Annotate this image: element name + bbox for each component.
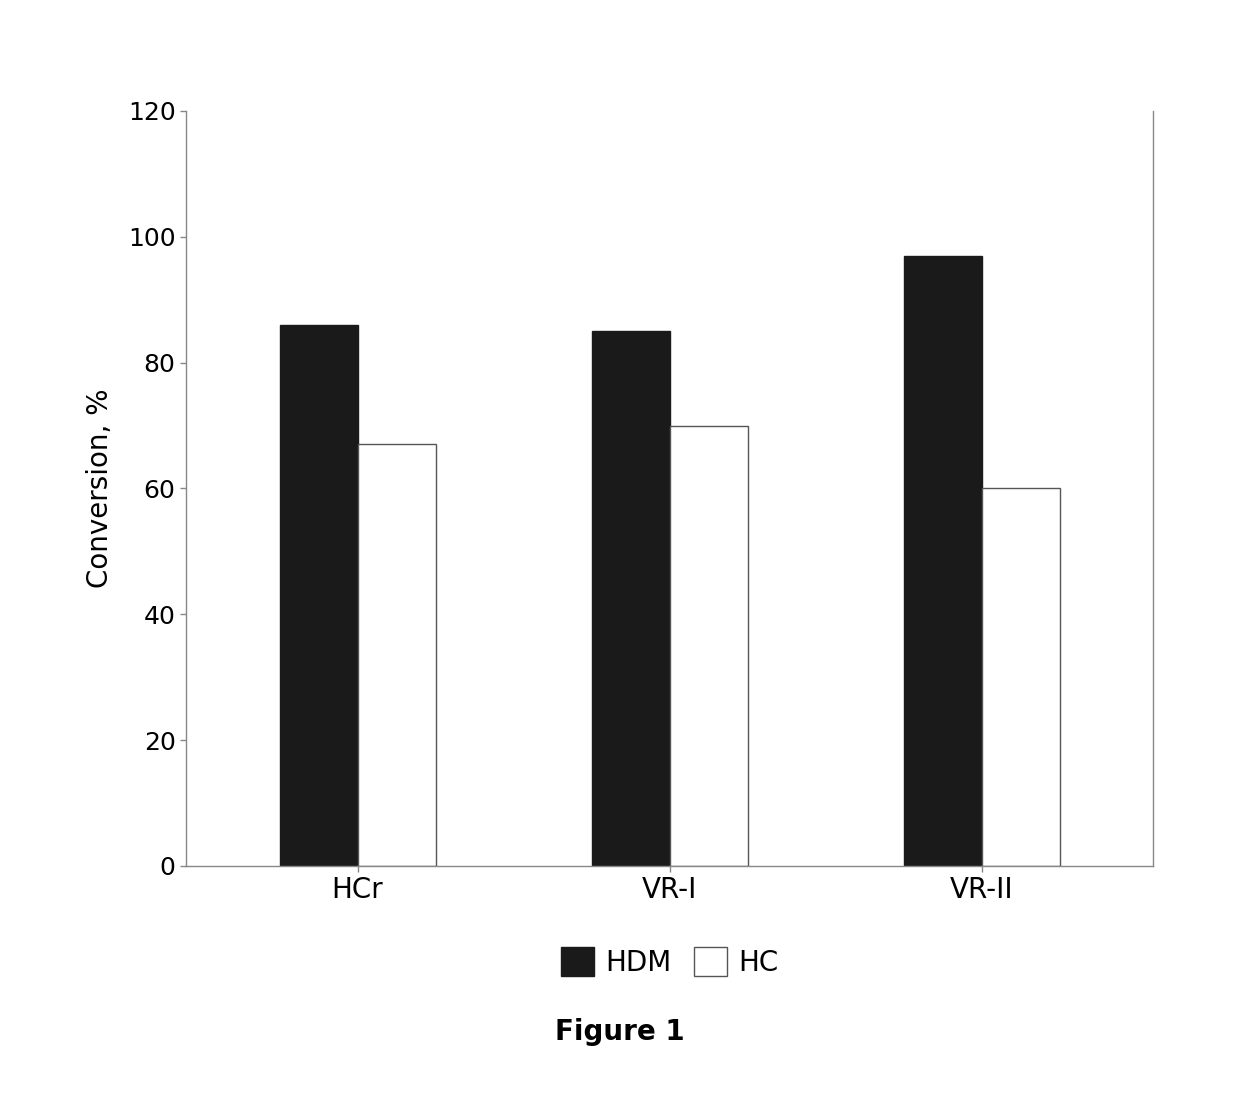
Text: Figure 1: Figure 1 bbox=[556, 1018, 684, 1047]
Bar bbox=[357, 444, 435, 866]
Bar bbox=[591, 331, 670, 866]
Bar bbox=[904, 255, 982, 866]
Bar bbox=[279, 325, 357, 866]
Legend: HDM, HC: HDM, HC bbox=[549, 936, 790, 988]
Bar bbox=[982, 488, 1060, 866]
Y-axis label: Conversion, %: Conversion, % bbox=[86, 388, 114, 588]
Bar bbox=[670, 425, 748, 866]
